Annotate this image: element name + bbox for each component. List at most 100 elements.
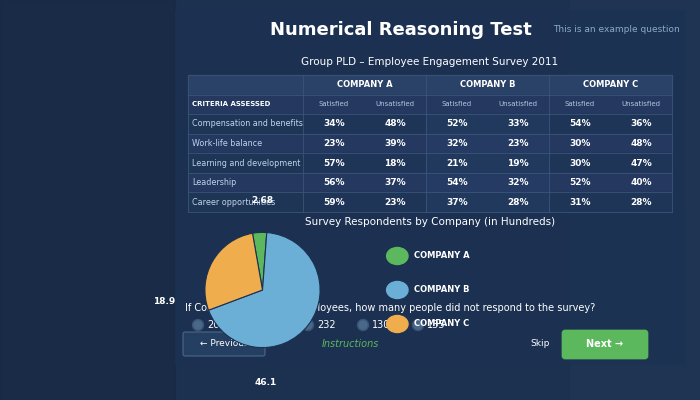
Wedge shape (253, 232, 267, 290)
Bar (549, 153, 672, 173)
FancyBboxPatch shape (175, 10, 685, 365)
Text: 28%: 28% (631, 198, 652, 207)
Text: 23%: 23% (384, 198, 406, 207)
Text: 19%: 19% (508, 158, 529, 168)
Text: Learning and development: Learning and development (192, 158, 300, 168)
Bar (426, 134, 549, 153)
Bar (549, 173, 672, 192)
Text: 2.68: 2.68 (251, 196, 274, 205)
Bar (549, 192, 672, 212)
Text: 21%: 21% (446, 158, 468, 168)
Text: Unsatisfied: Unsatisfied (376, 101, 414, 107)
FancyBboxPatch shape (183, 332, 265, 356)
Bar (188, 134, 672, 153)
Bar (188, 153, 672, 173)
Text: 223: 223 (262, 320, 281, 330)
Bar (549, 114, 672, 134)
Circle shape (304, 321, 312, 329)
Text: 56%: 56% (323, 178, 344, 187)
Text: Unsatisfied: Unsatisfied (498, 101, 538, 107)
Text: Instructions: Instructions (321, 339, 379, 349)
Text: 40%: 40% (631, 178, 652, 187)
Text: Compensation and benefits: Compensation and benefits (192, 120, 303, 128)
Text: 135: 135 (427, 320, 445, 330)
Text: Skip: Skip (531, 340, 550, 348)
Text: Group PLD – Employee Engagement Survey 2011: Group PLD – Employee Engagement Survey 2… (302, 57, 559, 67)
Text: Numerical Reasoning Test: Numerical Reasoning Test (270, 21, 532, 39)
Circle shape (249, 321, 257, 329)
Text: 52%: 52% (446, 120, 468, 128)
Circle shape (386, 282, 408, 298)
Text: COMPANY C: COMPANY C (414, 320, 469, 328)
Text: This is an example question: This is an example question (553, 26, 680, 34)
Text: 37%: 37% (384, 178, 406, 187)
Text: 57%: 57% (323, 158, 344, 168)
Text: 36%: 36% (631, 120, 652, 128)
Bar (303, 192, 426, 212)
Text: 23%: 23% (508, 139, 529, 148)
Bar (188, 192, 672, 212)
Bar (303, 134, 426, 153)
Bar (188, 114, 672, 134)
Bar (426, 192, 549, 212)
Text: 200: 200 (207, 320, 225, 330)
Bar (549, 134, 672, 153)
Bar (303, 173, 426, 192)
Text: 130: 130 (372, 320, 391, 330)
Text: Work-life balance: Work-life balance (192, 139, 262, 148)
Bar (426, 114, 549, 134)
Text: Satisfied: Satisfied (565, 101, 595, 107)
Text: COMPANY B: COMPANY B (414, 286, 469, 294)
Text: 46.1: 46.1 (254, 378, 276, 387)
Text: 37%: 37% (446, 198, 468, 207)
Text: COMPANY A: COMPANY A (337, 80, 392, 89)
Text: If Company A has 500 employees, how many people did not respond to the survey?: If Company A has 500 employees, how many… (185, 303, 595, 313)
Text: 47%: 47% (631, 158, 652, 168)
Text: 33%: 33% (508, 120, 529, 128)
Text: 28%: 28% (508, 198, 529, 207)
Text: 232: 232 (317, 320, 335, 330)
Circle shape (248, 320, 258, 330)
Circle shape (194, 321, 202, 329)
Text: COMPANY B: COMPANY B (460, 80, 515, 89)
Text: Leadership: Leadership (192, 178, 237, 187)
Bar (303, 114, 426, 134)
Text: 59%: 59% (323, 198, 344, 207)
Text: 32%: 32% (446, 139, 468, 148)
Text: 52%: 52% (569, 178, 591, 187)
Text: 48%: 48% (384, 120, 406, 128)
Text: 48%: 48% (631, 139, 652, 148)
Bar (570, 0, 700, 400)
Circle shape (358, 320, 368, 330)
Text: 34%: 34% (323, 120, 344, 128)
Circle shape (386, 248, 408, 264)
Text: 30%: 30% (569, 139, 590, 148)
Text: COMPANY C: COMPANY C (583, 80, 638, 89)
Text: 31%: 31% (569, 198, 591, 207)
Circle shape (302, 320, 314, 330)
Text: COMPANY A: COMPANY A (414, 252, 469, 260)
Text: 32%: 32% (508, 178, 529, 187)
Text: 23%: 23% (323, 139, 344, 148)
Text: CRITERIA ASSESSED: CRITERIA ASSESSED (192, 101, 270, 107)
Wedge shape (209, 232, 320, 348)
Text: 54%: 54% (569, 120, 591, 128)
Text: Satisfied: Satisfied (318, 101, 349, 107)
Circle shape (386, 316, 408, 332)
Text: Survey Respondents by Company (in Hundreds): Survey Respondents by Company (in Hundre… (305, 217, 555, 227)
Wedge shape (205, 233, 262, 310)
Bar (303, 153, 426, 173)
Text: Satisfied: Satisfied (442, 101, 472, 107)
Text: 18.9: 18.9 (153, 297, 176, 306)
Circle shape (359, 321, 367, 329)
Circle shape (414, 321, 422, 329)
Bar (188, 94, 672, 114)
Text: Career opportunities: Career opportunities (192, 198, 275, 207)
Text: Next →: Next → (587, 339, 624, 349)
Text: 30%: 30% (569, 158, 590, 168)
Bar (188, 75, 672, 94)
Text: Unsatisfied: Unsatisfied (622, 101, 661, 107)
Circle shape (193, 320, 204, 330)
Bar (0, 0, 175, 400)
Text: 18%: 18% (384, 158, 406, 168)
